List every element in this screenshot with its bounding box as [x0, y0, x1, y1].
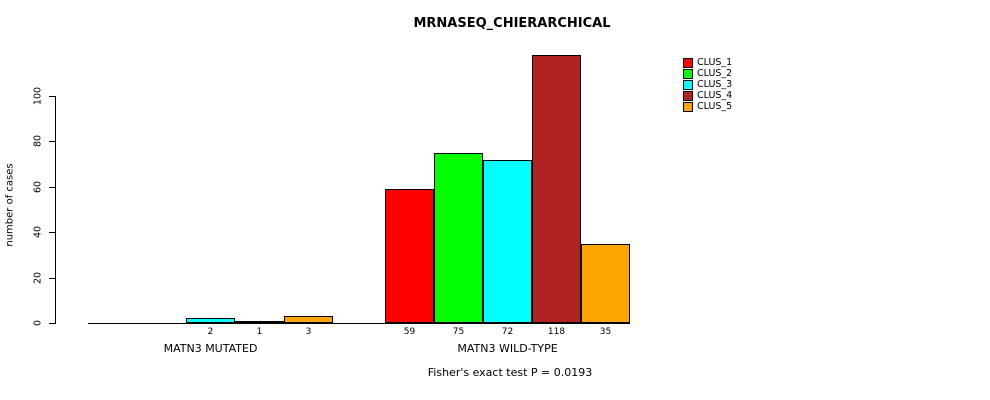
y-tick — [49, 96, 55, 97]
legend: CLUS_1 CLUS_2 CLUS_3 CLUS_4 CLUS_5 — [683, 57, 732, 112]
bar-value-label: 35 — [599, 327, 612, 337]
y-tick-label: 100 — [32, 86, 44, 106]
legend-swatch-clus_1 — [683, 57, 693, 68]
bar-value-label: 59 — [403, 327, 416, 337]
legend-item-clus_1: CLUS_1 — [683, 57, 732, 68]
bar-value-label: 75 — [452, 327, 465, 337]
x-group-label: MATN3 MUTATED — [163, 342, 258, 355]
y-tick — [49, 141, 55, 143]
bar-clus_5 — [284, 316, 333, 323]
bar-value-label: 1 — [256, 327, 263, 337]
legend-item-clus_4: CLUS_4 — [683, 90, 732, 101]
y-tick — [49, 186, 55, 188]
bar-clus_3 — [483, 159, 532, 323]
x-group-label: MATN3 WILD-TYPE — [457, 342, 558, 355]
legend-swatch-clus_3 — [683, 79, 693, 90]
legend-swatch-clus_5 — [683, 101, 693, 112]
legend-item-clus_3: CLUS_3 — [683, 79, 732, 90]
bar-clus_1 — [385, 189, 434, 323]
x-baseline — [88, 323, 630, 324]
y-axis-title: number of cases — [4, 163, 16, 247]
legend-label: CLUS_2 — [697, 68, 733, 79]
y-tick — [49, 232, 55, 234]
bar-clus_5 — [581, 243, 630, 323]
bar-clus_4 — [532, 55, 581, 323]
chart-title: MRNASEQ_CHIERARCHICAL — [413, 16, 611, 31]
annotation-pvalue: Fisher's exact test P = 0.0193 — [427, 366, 593, 379]
legend-swatch-clus_2 — [683, 68, 693, 79]
y-tick-label: 60 — [32, 180, 44, 193]
legend-label: CLUS_5 — [697, 101, 733, 112]
legend-label: CLUS_4 — [697, 90, 733, 101]
bar-value-label: 72 — [501, 327, 514, 337]
y-axis-line — [55, 96, 56, 324]
bar-value-label: 3 — [305, 327, 312, 337]
bar-value-label: 118 — [547, 327, 566, 337]
legend-item-clus_2: CLUS_2 — [683, 68, 732, 79]
legend-label: CLUS_3 — [697, 79, 733, 90]
y-tick-label: 40 — [32, 226, 44, 239]
y-tick-label: 0 — [32, 319, 44, 327]
bar-clus_2 — [434, 152, 483, 323]
bar-clus_3 — [186, 318, 235, 323]
bar-value-label: 2 — [207, 327, 214, 337]
y-tick — [49, 277, 55, 279]
legend-swatch-clus_4 — [683, 90, 693, 101]
y-tick-label: 20 — [32, 271, 44, 284]
y-tick-label: 80 — [32, 135, 44, 148]
legend-item-clus_5: CLUS_5 — [683, 101, 732, 112]
legend-label: CLUS_1 — [697, 57, 733, 68]
y-tick — [49, 323, 55, 324]
bar-clus_4 — [235, 320, 284, 323]
